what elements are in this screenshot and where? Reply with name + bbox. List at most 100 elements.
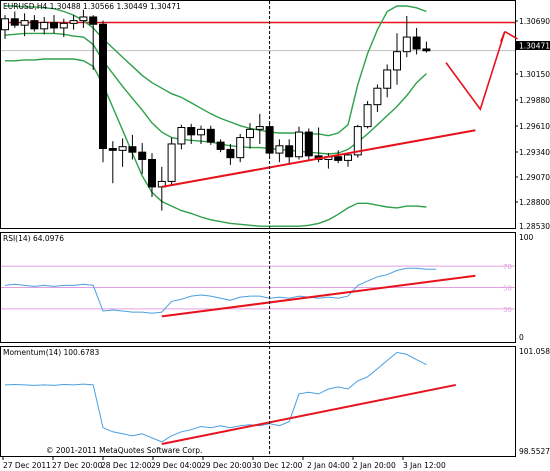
candle bbox=[128, 134, 137, 160]
bullish-candle-body bbox=[393, 51, 401, 71]
time-label: 29 Dec 04:00 bbox=[151, 461, 202, 470]
support-trendline bbox=[161, 129, 476, 188]
bearish-candle-body bbox=[304, 131, 313, 157]
candle bbox=[393, 33, 401, 85]
candle bbox=[50, 15, 58, 34]
bearish-candle-body bbox=[148, 158, 156, 188]
momentum-scale-label: 101.0584 bbox=[519, 347, 550, 356]
candle bbox=[246, 122, 254, 149]
candle bbox=[99, 20, 107, 163]
candle bbox=[1, 15, 9, 39]
bullish-candle-body bbox=[353, 126, 362, 156]
bullish-candle-body bbox=[40, 21, 49, 30]
candle bbox=[402, 16, 411, 58]
bullish-candle-body bbox=[1, 18, 9, 31]
time-label: 2 Jan 20:00 bbox=[353, 461, 396, 470]
bearish-candle-body bbox=[50, 21, 58, 29]
candle bbox=[255, 113, 264, 144]
candle bbox=[304, 128, 313, 160]
forecast-arrow-head bbox=[504, 30, 518, 40]
time-label: 3 Jan 12:00 bbox=[403, 461, 446, 470]
bullish-candle-body bbox=[118, 146, 127, 151]
bearish-candle-body bbox=[108, 148, 117, 151]
rsi-panel-title: RSI(14) 64.0976 bbox=[3, 234, 64, 243]
bullish-candle-body bbox=[255, 126, 264, 130]
candle bbox=[89, 15, 98, 70]
time-label: 28 Dec 12:00 bbox=[101, 461, 152, 470]
bullish-candle-body bbox=[20, 20, 29, 26]
bearish-candle-body bbox=[30, 20, 39, 30]
bullish-candle-body bbox=[275, 145, 284, 154]
main-panel-frame bbox=[0, 0, 516, 229]
price-label: 1.30690 bbox=[519, 17, 550, 26]
rsi-trendline bbox=[161, 274, 476, 318]
candle bbox=[59, 18, 68, 38]
bearish-candle-body bbox=[206, 128, 215, 143]
rsi-level-label: 50 bbox=[503, 285, 512, 293]
momentum-scale-label: 98.5527 bbox=[519, 447, 550, 456]
bearish-candle-body bbox=[412, 36, 421, 50]
price-label: 1.30150 bbox=[519, 70, 550, 79]
momentum-panel-title: Momentum(14) 100.6783 bbox=[3, 348, 100, 357]
time-label: 27 Dec 20:00 bbox=[52, 461, 103, 470]
momentum-line bbox=[4, 351, 427, 443]
candle bbox=[285, 139, 294, 165]
candle bbox=[167, 137, 176, 186]
price-label: 1.28800 bbox=[519, 198, 550, 207]
candle bbox=[334, 150, 343, 164]
bullish-candle-body bbox=[402, 36, 411, 53]
bollinger-lower-line bbox=[5, 58, 427, 227]
forecast-arrow-head bbox=[500, 31, 506, 42]
time-label: 27 Dec 2011 bbox=[3, 461, 51, 470]
bullish-candle-body bbox=[197, 128, 205, 136]
bullish-candle-body bbox=[167, 143, 176, 182]
candle bbox=[79, 9, 88, 28]
bullish-candle-body bbox=[344, 154, 352, 161]
bullish-candle-body bbox=[373, 87, 382, 106]
bearish-candle-body bbox=[128, 146, 137, 153]
candle bbox=[383, 64, 392, 98]
momentum-panel-frame bbox=[0, 346, 516, 457]
candle bbox=[412, 27, 421, 55]
rsi-layer: 70 50 30 bbox=[1, 263, 515, 318]
candle bbox=[69, 15, 78, 30]
bearish-candle-body bbox=[216, 141, 225, 150]
bearish-candle-body bbox=[89, 16, 98, 25]
candle bbox=[118, 138, 127, 167]
candle bbox=[226, 143, 235, 165]
bearish-candle-body bbox=[422, 48, 431, 52]
rsi-line bbox=[4, 267, 437, 314]
price-label: 1.29880 bbox=[519, 96, 550, 105]
price-label: 1.29070 bbox=[519, 173, 550, 182]
candle bbox=[275, 139, 284, 163]
bullish-candle-body bbox=[295, 131, 303, 158]
price-label: 1.29340 bbox=[519, 148, 550, 157]
price-label: 1.28530 bbox=[519, 222, 550, 231]
rsi-level-label: 30 bbox=[503, 306, 512, 314]
candle bbox=[344, 153, 352, 167]
candle bbox=[197, 125, 205, 144]
bullish-candle-body bbox=[69, 20, 78, 24]
candle bbox=[20, 13, 29, 37]
bearish-candle-body bbox=[187, 127, 196, 136]
bullish-candle-body bbox=[363, 104, 372, 128]
candle bbox=[40, 16, 49, 35]
time-label: 30 Dec 12:00 bbox=[252, 461, 303, 470]
bearish-candle-body bbox=[99, 23, 107, 150]
candle bbox=[187, 123, 196, 144]
bearish-candle-body bbox=[138, 151, 147, 160]
candle bbox=[295, 126, 303, 160]
candle bbox=[363, 101, 372, 129]
copyright-notice: © 2001-2011 MetaQuotes Software Corp. bbox=[46, 446, 202, 455]
momentum-trendline bbox=[161, 383, 456, 445]
time-label: 29 Dec 20:00 bbox=[201, 461, 252, 470]
candle bbox=[138, 143, 147, 175]
bollinger-upper-line bbox=[5, 5, 427, 137]
bearish-candle-body bbox=[334, 156, 343, 161]
candle bbox=[10, 11, 19, 28]
candle bbox=[206, 125, 215, 145]
bullish-candle-body bbox=[59, 22, 68, 29]
momentum-layer bbox=[4, 351, 456, 445]
bearish-candle-body bbox=[285, 145, 294, 158]
